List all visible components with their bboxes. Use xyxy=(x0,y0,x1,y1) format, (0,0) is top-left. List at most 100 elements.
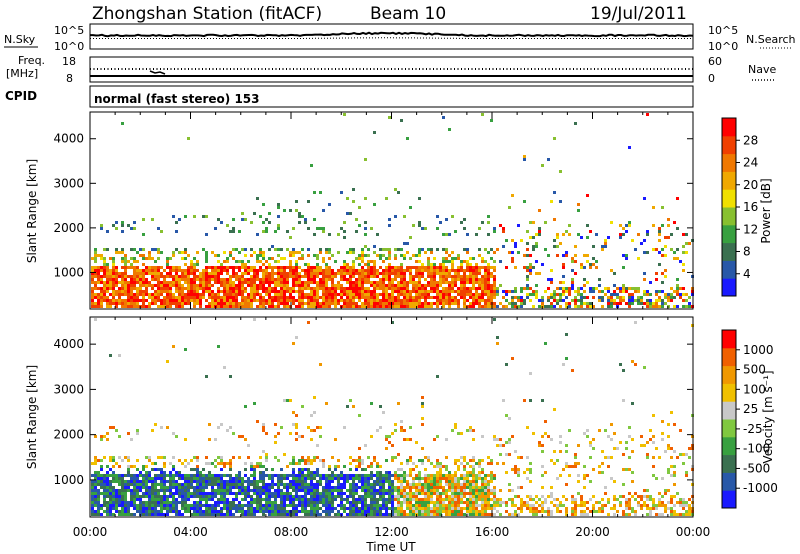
velocity-cell xyxy=(529,468,532,471)
velocity-cell xyxy=(361,468,364,471)
velocity-cell xyxy=(322,459,325,462)
velocity-cell xyxy=(391,495,394,498)
velocity-cell xyxy=(172,492,175,495)
velocity-cell xyxy=(274,513,277,516)
velocity-cell xyxy=(385,489,388,492)
power-cell xyxy=(667,299,670,302)
velocity-cell xyxy=(394,423,397,426)
velocity-cell xyxy=(556,477,559,480)
velocity-cell xyxy=(589,480,592,483)
velocity-cell xyxy=(487,489,490,492)
station-title: Zhongshan Station (fitACF) xyxy=(92,4,322,24)
power-cell xyxy=(172,254,175,257)
power-cell xyxy=(460,281,463,284)
velocity-cell xyxy=(433,465,436,468)
velocity-cell xyxy=(124,483,127,486)
power-cell xyxy=(535,296,538,299)
power-cell xyxy=(151,293,154,296)
freq-panel: 18 8 60 0 Freq. [MHz] Nave xyxy=(6,54,776,85)
power-cell xyxy=(370,296,373,299)
power-cell xyxy=(196,260,199,263)
power-cell xyxy=(307,275,310,278)
velocity-cell xyxy=(205,483,208,486)
power-cell xyxy=(130,284,133,287)
velocity-cell xyxy=(196,459,199,462)
velocity-cell xyxy=(166,486,169,489)
power-cell xyxy=(397,293,400,296)
velocity-cell xyxy=(214,480,217,483)
velocity-cell xyxy=(151,429,154,432)
power-cell xyxy=(172,278,175,281)
velocity-cell xyxy=(97,483,100,486)
date-label: 19/Jul/2011 xyxy=(590,4,687,24)
power-cell xyxy=(583,278,586,281)
velocity-cell xyxy=(592,468,595,471)
power-cell xyxy=(376,272,379,275)
velocity-cell xyxy=(286,465,289,468)
power-cell xyxy=(415,266,418,269)
velocity-cell xyxy=(400,468,403,471)
power-y-tick-label: 3000 xyxy=(53,176,84,190)
power-cell xyxy=(370,272,373,275)
velocity-cell xyxy=(121,480,124,483)
velocity-cell xyxy=(256,504,259,507)
velocity-cell xyxy=(565,507,568,510)
velocity-cell xyxy=(268,477,271,480)
power-cell xyxy=(217,287,220,290)
velocity-cell xyxy=(304,474,307,477)
power-cell xyxy=(97,275,100,278)
velocity-cell xyxy=(403,480,406,483)
velocity-cell xyxy=(103,495,106,498)
velocity-cell xyxy=(91,513,94,516)
velocity-cell xyxy=(559,474,562,477)
power-cell xyxy=(373,290,376,293)
power-cell xyxy=(586,224,589,227)
velocity-cell xyxy=(481,498,484,501)
velocity-cell xyxy=(286,486,289,489)
power-cell xyxy=(448,296,451,299)
power-cell xyxy=(172,251,175,254)
velocity-cell xyxy=(445,480,448,483)
power-cell xyxy=(463,293,466,296)
velocity-cell xyxy=(409,438,412,441)
power-cell xyxy=(601,290,604,293)
velocity-cell xyxy=(103,456,106,459)
velocity-cell xyxy=(583,477,586,480)
velocity-cell xyxy=(322,498,325,501)
velocity-cell xyxy=(442,498,445,501)
power-cell xyxy=(478,284,481,287)
power-cell xyxy=(124,305,127,308)
power-cell xyxy=(553,293,556,296)
power-cell xyxy=(487,275,490,278)
velocity-cell xyxy=(466,480,469,483)
power-cell xyxy=(328,257,331,260)
power-cell xyxy=(394,299,397,302)
velocity-cell xyxy=(262,426,265,429)
velocity-cell xyxy=(553,408,556,411)
velocity-cell xyxy=(337,492,340,495)
velocity-cell xyxy=(106,492,109,495)
velocity-cell xyxy=(319,474,322,477)
power-cell xyxy=(472,275,475,278)
power-cell xyxy=(673,305,676,308)
power-cell xyxy=(118,290,121,293)
power-cell xyxy=(682,245,685,248)
velocity-cell xyxy=(277,483,280,486)
power-cell xyxy=(301,305,304,308)
power-cell xyxy=(370,227,373,230)
velocity-cell xyxy=(259,498,262,501)
power-cell xyxy=(217,260,220,263)
velocity-cell xyxy=(334,486,337,489)
power-cell xyxy=(382,260,385,263)
power-cell xyxy=(490,257,493,260)
velocity-cell xyxy=(325,483,328,486)
power-cell xyxy=(385,257,388,260)
power-cell xyxy=(280,293,283,296)
power-cell xyxy=(259,287,262,290)
velocity-cell xyxy=(202,513,205,516)
power-cell xyxy=(283,269,286,272)
power-cell xyxy=(208,275,211,278)
velocity-cell xyxy=(145,471,148,474)
velocity-cell xyxy=(106,483,109,486)
velocity-cell xyxy=(181,501,184,504)
